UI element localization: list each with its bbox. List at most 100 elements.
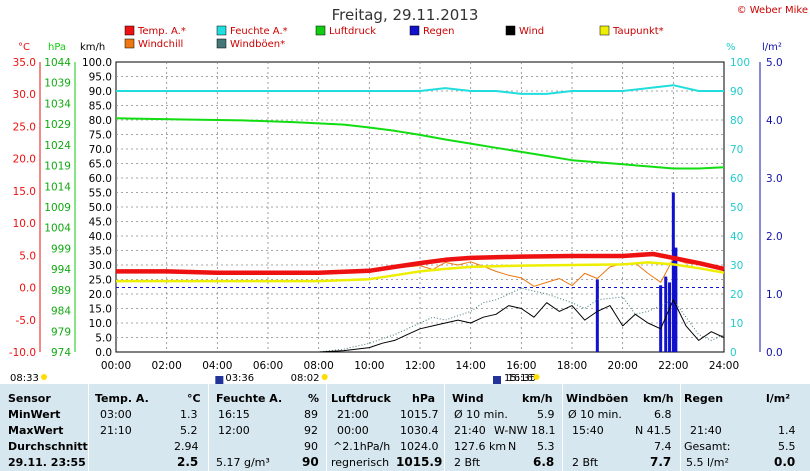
series-line-windchill (369, 258, 725, 287)
wind-tick-label: 100.0 (82, 57, 112, 69)
min-wind-label: Ø 10 min. (454, 408, 508, 421)
max-hum: 92 (304, 424, 318, 437)
weather-chart: Freitag, 29.11.2013 © Weber Mike Temp. A.*… (9, 5, 808, 384)
legend-label: Taupunkt* (612, 26, 664, 37)
sunset-icon (533, 374, 540, 380)
humidity-tick-label: 20 (730, 289, 743, 301)
x-tick-label: 18:00 (557, 360, 587, 372)
hdr-press: Luftdruck (331, 392, 391, 405)
hdr-gust-unit: km/h (643, 392, 674, 405)
humidity-tick-label: 40 (730, 231, 743, 243)
humidity-tick-label: 10 (730, 318, 743, 330)
hdr-wind: Wind (452, 392, 484, 405)
hdr-rain: Regen (684, 392, 724, 405)
pressure-tick-label: 1004 (44, 223, 71, 235)
current-press: 1015.9 (396, 455, 443, 469)
temp-tick-label: 35.0 (13, 57, 36, 69)
hdr-temp: Temp. A. (95, 392, 149, 405)
temp-tick-label: 10.0 (13, 218, 36, 230)
temp-tick-label: 20.0 (13, 154, 36, 166)
max-gust-time: 15:40 (572, 424, 604, 437)
legend-swatch (216, 38, 227, 49)
sunrise-icon (321, 374, 328, 380)
x-tick-label: 12:00 (405, 360, 435, 372)
pressure-tick-label: 1024 (44, 140, 71, 152)
x-tick-label: 04:00 (202, 360, 232, 372)
avg-wind-dist: 127.6 km (454, 440, 507, 453)
table-divider (88, 384, 89, 471)
current-wind-bft: 2 Bft (454, 456, 481, 469)
avg-temp: 2.94 (174, 440, 199, 453)
wind-tick-label: 0.0 (95, 347, 112, 359)
current-rain-rate: 5.5 l/m² (686, 456, 729, 469)
min-wind: 5.9 (537, 408, 555, 421)
current-hum: 90 (302, 455, 319, 469)
pressure-tick-label: 979 (51, 326, 71, 338)
wind-tick-label: 10.0 (89, 318, 112, 330)
legend-label: Regen (423, 26, 455, 37)
legend-swatch (216, 25, 227, 36)
avg-hum: 90 (304, 440, 318, 453)
wind-tick-label: 5.0 (95, 333, 112, 345)
rain-tick-label: 0.0 (766, 347, 783, 359)
rain-tick-label: 5.0 (766, 57, 783, 69)
pressure-tick-label: 974 (51, 347, 71, 359)
pressure-tick-label: 1039 (44, 78, 71, 90)
rain-bar (671, 192, 675, 352)
x-tick-label: 16:00 (506, 360, 536, 372)
row-min-label: MinWert (8, 408, 61, 421)
legend-swatch (599, 25, 610, 36)
humidity-tick-label: 0 (730, 347, 737, 359)
pressure-tick-label: 1014 (44, 181, 71, 193)
legend-swatch (409, 25, 420, 36)
humidity-tick-label: 90 (730, 86, 743, 98)
legend-label: Windchill (138, 39, 183, 50)
legend-label: Wind (519, 26, 544, 37)
max-rain-time: 21:40 (690, 424, 722, 437)
sunset-time: 16:35 (507, 373, 536, 384)
pressure-tick-label: 999 (51, 243, 71, 255)
pressure-tick-label: 989 (51, 285, 71, 297)
hdr-hum-unit: % (308, 392, 320, 405)
wind-tick-label: 15.0 (89, 304, 112, 316)
series-line-wind (116, 299, 725, 353)
wind-tick-label: 20.0 (89, 289, 112, 301)
legend-label: Temp. A.* (137, 26, 186, 37)
current-gust: 7.7 (650, 455, 672, 469)
x-tick-label: 00:00 (101, 360, 131, 372)
min-hum: 89 (304, 408, 318, 421)
max-gust: N 41.5 (635, 424, 672, 437)
humidity-tick-label: 100 (730, 57, 750, 69)
sunrise-time: 08:02 (291, 373, 320, 384)
x-tick-label: 20:00 (608, 360, 638, 372)
pressure-tick-label: 1034 (44, 98, 71, 110)
hdr-temp-unit: °C (187, 392, 201, 405)
wind-tick-label: 55.0 (89, 188, 112, 200)
rain-tick-label: 4.0 (766, 115, 783, 127)
pressure-tick-label: 984 (51, 306, 71, 318)
avg-press: 1024.0 (400, 440, 439, 453)
rain-tick-label: 2.0 (766, 231, 783, 243)
legend-swatch (505, 25, 516, 36)
avg-wind: 5.3 (537, 440, 555, 453)
rain-tick-label: 3.0 (766, 173, 783, 185)
temp-tick-label: -10.0 (9, 347, 36, 359)
current-rain: 0.0 (774, 455, 796, 469)
credit-text: © Weber Mike (737, 5, 808, 16)
row-max-label: MaxWert (8, 424, 64, 437)
min-press: 1015.7 (400, 408, 439, 421)
current-gust-bft: 2 Bft (572, 456, 599, 469)
sun-icon (41, 374, 47, 380)
hdr-hum: Feuchte A. (216, 392, 283, 405)
table-divider (680, 384, 681, 471)
wind-tick-label: 25.0 (89, 275, 112, 287)
hdr-wind-unit: km/h (522, 392, 553, 405)
humidity-tick-label: 60 (730, 173, 743, 185)
wind-tick-label: 40.0 (89, 231, 112, 243)
max-wind-dir: W-NW (494, 424, 528, 437)
pressure-tick-label: 1009 (44, 202, 71, 214)
max-temp-time: 21:10 (100, 424, 132, 437)
max-hum-time: 12:00 (218, 424, 250, 437)
humidity-tick-label: 30 (730, 260, 743, 272)
avg-gust: 7.4 (654, 440, 672, 453)
